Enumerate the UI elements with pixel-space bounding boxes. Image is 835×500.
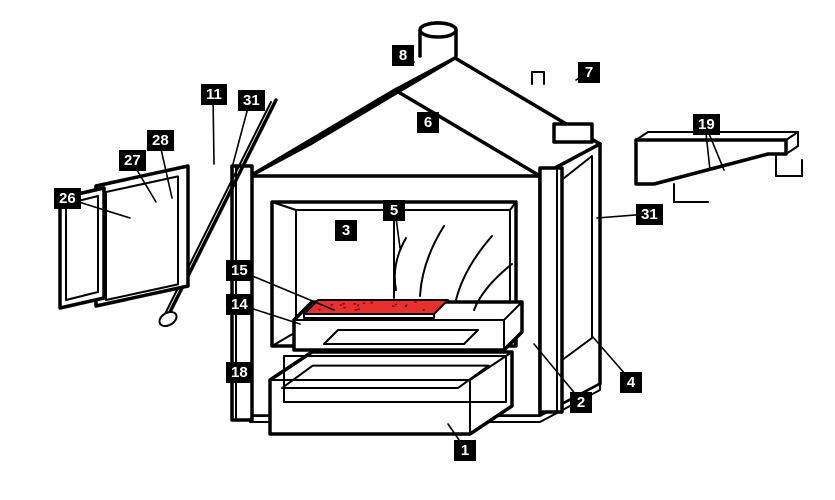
part-label-4: 4 — [620, 372, 642, 393]
part-label-18: 18 — [226, 362, 253, 383]
part-label-1: 1 — [454, 440, 476, 461]
part-label-2: 2 — [570, 392, 592, 413]
line-drawing — [0, 0, 835, 500]
part-label-3: 3 — [335, 220, 357, 241]
part-label-19: 19 — [693, 114, 720, 135]
part-label-31: 31 — [238, 90, 265, 111]
part-label-28: 28 — [147, 130, 174, 151]
part-label-6: 6 — [417, 112, 439, 133]
part-label-15: 15 — [226, 260, 253, 281]
part-label-11: 11 — [201, 84, 227, 105]
diagram-stage: { "diagram": { "type": "exploded-part-di… — [0, 0, 835, 500]
part-label-5: 5 — [383, 200, 405, 221]
part-label-7: 7 — [578, 62, 600, 83]
part-label-31r: 31 — [636, 204, 663, 225]
part-label-8: 8 — [392, 45, 414, 66]
part-label-14: 14 — [226, 294, 253, 315]
part-label-27: 27 — [119, 150, 146, 171]
part-label-26: 26 — [54, 188, 81, 209]
